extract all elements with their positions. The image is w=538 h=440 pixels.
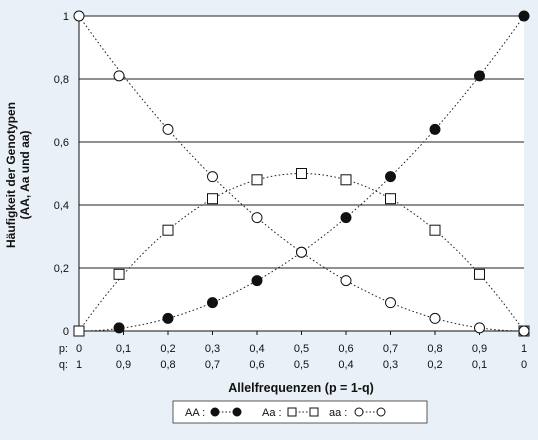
q-row-label: q: [59,359,68,371]
point-aa [340,275,352,287]
x-tick-label-q: 0,6 [249,359,264,371]
point-aa [474,268,485,280]
tick-labels: 0 0,2 0,4 0,6 0,8 1 0 1 0,1 0,9 0,2 0,8 0,3 0,7 0,4 0,6… [54,11,527,371]
point-aa [340,174,352,186]
legend-marker-aa [376,407,386,417]
legend-label-aa: Aa : [262,407,282,419]
y-tick-label: 0,2 [54,263,69,275]
series-line-aa [78,15,525,332]
point-aa [429,123,441,135]
point-aa [73,10,85,22]
x-tick-label-q: 0,9 [116,359,131,371]
legend-marker-aa [309,407,319,417]
x-tick-label-q: 1 [76,359,82,371]
legend-marker-aa [210,407,220,417]
x-tick-label-q: 0,2 [427,359,442,371]
x-tick-label-p: 0,8 [427,343,442,355]
x-tick-label-q: 0,8 [160,359,175,371]
point-aa [207,297,218,309]
point-aa [518,325,530,337]
point-aa [162,123,174,135]
x-tick-label-q: 0 [521,359,527,371]
point-aa [385,297,396,309]
point-aa [429,312,441,324]
y-tick-label: 0 [63,326,69,338]
point-aa [251,174,263,186]
x-tick-label-p: 0,6 [338,343,353,355]
point-aa [73,325,85,337]
x-tick-label-p: 0,9 [472,343,487,355]
x-tick-label-p: 1 [521,343,527,355]
point-aa [251,275,263,287]
point-aa [296,168,307,179]
point-aa [113,268,125,280]
y-tick-label: 0,4 [54,200,69,212]
legend-marker-aa [287,407,297,417]
x-axis-title: Allelfrequenzen (p = 1-q) [228,381,374,395]
x-tick-label-q: 0,1 [472,359,487,371]
y-axis-title-line1: Häufigkeit der Genotypen [4,102,18,248]
point-aa [340,212,352,224]
y-tick-label: 0,8 [54,74,69,86]
series-line-aa [78,15,525,332]
legend-marker-aa [354,407,364,417]
x-tick-label-q: 0,7 [205,359,220,371]
y-tick-label: 1 [63,11,69,23]
x-tick-label-p: 0,1 [116,343,131,355]
p-row-label: p: [59,343,68,355]
x-tick-label-p: 0 [76,343,82,355]
x-tick-label-p: 0,5 [294,343,309,355]
point-aa [113,322,125,334]
y-tick-label: 0,6 [54,137,69,149]
point-aa [385,193,396,205]
point-aa [474,70,485,82]
x-tick-label-p: 0,3 [205,343,220,355]
point-aa [474,322,485,334]
legend-marker-aa [232,407,242,417]
legend-label-aa: aa : [329,407,347,419]
series-markers [73,10,530,337]
x-tick-label-q: 0,4 [338,359,353,371]
point-aa [429,224,441,236]
point-aa [207,193,218,205]
y-axis-title-line2: (AA, Aa und aa) [18,131,32,220]
x-tick-label-q: 0,3 [383,359,398,371]
x-tick-label-p: 0,2 [160,343,175,355]
series-curves [78,15,525,332]
point-aa [296,246,307,258]
x-tick-label-q: 0,5 [294,359,309,371]
point-aa [207,171,218,183]
point-aa [113,70,125,82]
point-aa [162,224,174,236]
point-aa [518,10,530,22]
x-tick-label-p: 0,7 [383,343,398,355]
point-aa [162,312,174,324]
axes [78,16,525,335]
x-tick-label-p: 0,4 [249,343,264,355]
point-aa [385,171,396,183]
point-aa [251,212,263,224]
legend-label-aa: AA : [185,407,205,419]
legend: AA : Aa : aa : [172,400,428,424]
